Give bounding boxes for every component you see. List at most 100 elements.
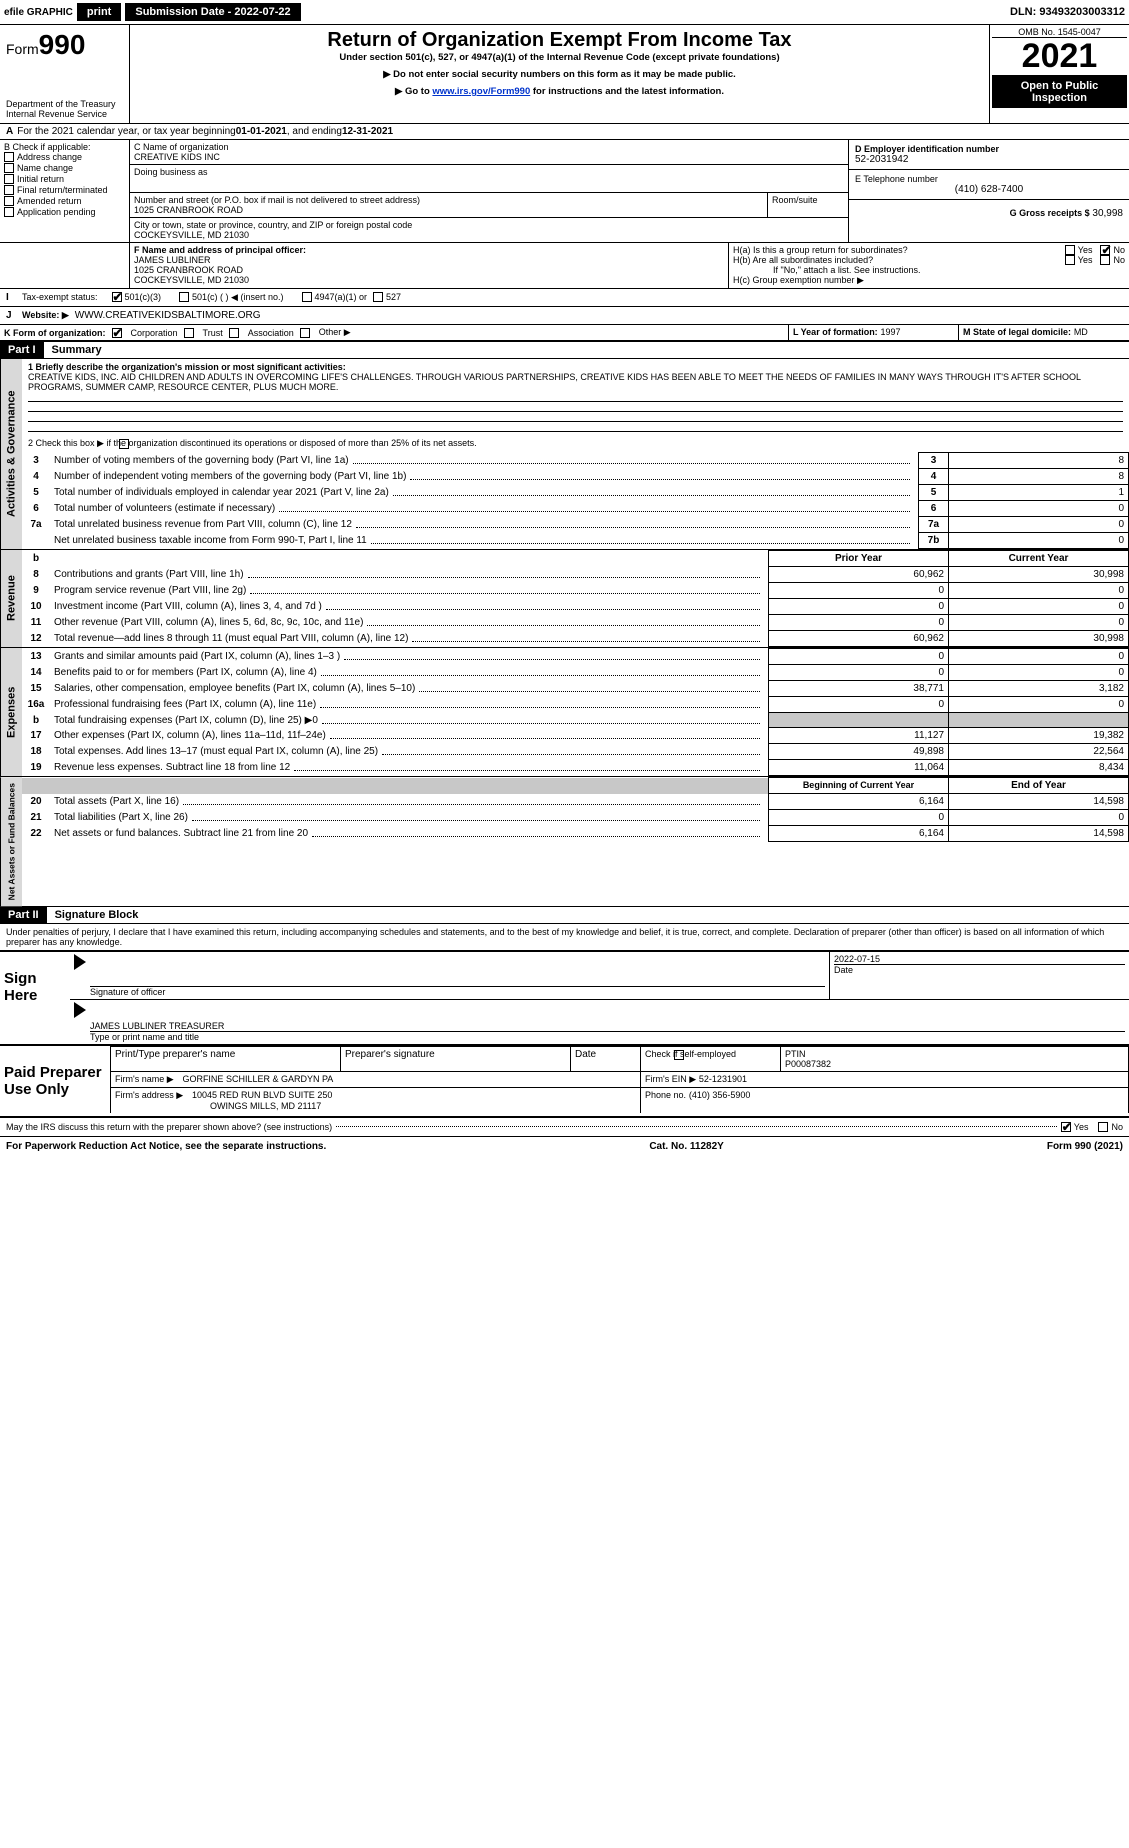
table-row: Net unrelated business taxable income fr… bbox=[22, 533, 1129, 549]
check-address-change[interactable] bbox=[4, 152, 14, 162]
arrow-icon bbox=[74, 954, 86, 970]
check-name-change[interactable] bbox=[4, 163, 14, 173]
officer-name: JAMES LUBLINER bbox=[134, 255, 724, 265]
print-button[interactable]: print bbox=[77, 3, 121, 21]
discuss-no[interactable] bbox=[1098, 1122, 1108, 1132]
footer-right: Form 990 (2021) bbox=[1047, 1141, 1123, 1152]
check-amended[interactable] bbox=[4, 196, 14, 206]
table-row: 15Salaries, other compensation, employee… bbox=[22, 681, 1129, 697]
line-a: A For the 2021 calendar year, or tax yea… bbox=[0, 124, 1129, 140]
col-begin: Beginning of Current Year bbox=[769, 778, 949, 794]
table-row: 4Number of independent voting members of… bbox=[22, 469, 1129, 485]
opt-amended: Amended return bbox=[17, 196, 82, 206]
check-527[interactable] bbox=[373, 292, 383, 302]
opt-4947: 4947(a)(1) or bbox=[315, 292, 368, 303]
form-title: Return of Organization Exempt From Incom… bbox=[134, 29, 985, 52]
check-assoc[interactable] bbox=[229, 328, 239, 338]
dept-treasury: Department of the Treasury bbox=[6, 99, 123, 109]
opt-trust: Trust bbox=[203, 328, 223, 338]
phone-value: (410) 628-7400 bbox=[855, 184, 1123, 195]
c-name-label: C Name of organization bbox=[134, 142, 844, 152]
table-row: 8Contributions and grants (Part VIII, li… bbox=[22, 567, 1129, 583]
table-row: 10Investment income (Part VIII, column (… bbox=[22, 599, 1129, 615]
firm-phone: (410) 356-5900 bbox=[689, 1090, 751, 1100]
vtab-net-assets: Net Assets or Fund Balances bbox=[0, 777, 22, 906]
l-label: L Year of formation: bbox=[793, 327, 878, 337]
opt-final: Final return/terminated bbox=[17, 185, 108, 195]
table-row: 3Number of voting members of the governi… bbox=[22, 453, 1129, 469]
check-other[interactable] bbox=[300, 328, 310, 338]
form-number: Form990 bbox=[6, 29, 123, 61]
discuss-yes[interactable] bbox=[1061, 1122, 1071, 1132]
check-501c3[interactable] bbox=[112, 292, 122, 302]
b-label: B Check if applicable: bbox=[4, 142, 125, 152]
table-row: 18Total expenses. Add lines 13–17 (must … bbox=[22, 744, 1129, 760]
sign-here-label: Sign Here bbox=[0, 952, 70, 1044]
year-begin: 01-01-2021 bbox=[236, 126, 287, 137]
part-ii-badge: Part II bbox=[0, 907, 47, 923]
table-row: bTotal fundraising expenses (Part IX, co… bbox=[22, 713, 1129, 728]
hb-yes[interactable] bbox=[1065, 255, 1075, 265]
ptin-value: P00087382 bbox=[785, 1059, 1124, 1069]
sig-officer-label: Signature of officer bbox=[90, 987, 825, 997]
expenses-table: 13Grants and similar amounts paid (Part … bbox=[22, 648, 1129, 776]
table-row: 5Total number of individuals employed in… bbox=[22, 485, 1129, 501]
col-preparer-name: Print/Type preparer's name bbox=[111, 1047, 341, 1072]
check-discontinued[interactable] bbox=[119, 439, 129, 449]
form-header: Form990 Department of the Treasury Inter… bbox=[0, 25, 1129, 124]
table-row: 9Program service revenue (Part VIII, lin… bbox=[22, 583, 1129, 599]
hb-no-label: No bbox=[1113, 255, 1125, 265]
table-row: 17Other expenses (Part IX, column (A), l… bbox=[22, 728, 1129, 744]
check-corp[interactable] bbox=[112, 328, 122, 338]
goto-prefix: ▶ Go to bbox=[395, 86, 432, 97]
check-final-return[interactable] bbox=[4, 185, 14, 195]
tax-year: 2021 bbox=[992, 37, 1127, 76]
governance-table: 3Number of voting members of the governi… bbox=[22, 452, 1129, 549]
firm-phone-label: Phone no. bbox=[645, 1090, 686, 1100]
line-i: I Tax-exempt status: 501(c)(3) 501(c) ( … bbox=[0, 289, 1129, 307]
table-row: 21Total liabilities (Part X, line 26)00 bbox=[22, 810, 1129, 826]
net-assets-table: Beginning of Current Year End of Year 20… bbox=[22, 777, 1129, 842]
check-trust[interactable] bbox=[184, 328, 194, 338]
firm-ein-label: Firm's EIN ▶ bbox=[645, 1074, 696, 1084]
m-label: M State of legal domicile: bbox=[963, 327, 1071, 337]
footer-mid: Cat. No. 11282Y bbox=[649, 1141, 723, 1152]
table-row: 19Revenue less expenses. Subtract line 1… bbox=[22, 760, 1129, 776]
submission-date-button[interactable]: Submission Date - 2022-07-22 bbox=[125, 3, 300, 21]
e-label: E Telephone number bbox=[855, 174, 1123, 184]
entity-block: B Check if applicable: Address change Na… bbox=[0, 140, 1129, 243]
signer-name: JAMES LUBLINER TREASURER bbox=[90, 1021, 1125, 1032]
ha-yes[interactable] bbox=[1065, 245, 1075, 255]
vtab-governance: Activities & Governance bbox=[0, 359, 22, 549]
ein-value: 52-2031942 bbox=[855, 154, 1123, 165]
table-row: 22Net assets or fund balances. Subtract … bbox=[22, 826, 1129, 842]
ha-no[interactable] bbox=[1100, 245, 1110, 255]
part-i-title: Summary bbox=[44, 344, 102, 356]
subtitle-2: ▶ Do not enter social security numbers o… bbox=[134, 69, 985, 80]
table-row: 13Grants and similar amounts paid (Part … bbox=[22, 649, 1129, 665]
line1-label: 1 Briefly describe the organization's mi… bbox=[28, 362, 1123, 372]
part-ii-title: Signature Block bbox=[47, 909, 139, 921]
dln-label: DLN: 93493203003312 bbox=[1010, 6, 1125, 18]
opt-corp: Corporation bbox=[131, 328, 178, 338]
gross-receipts: 30,998 bbox=[1092, 208, 1123, 219]
check-initial-return[interactable] bbox=[4, 174, 14, 184]
check-4947[interactable] bbox=[302, 292, 312, 302]
col-date: Date bbox=[571, 1047, 641, 1072]
col-prior: Prior Year bbox=[769, 551, 949, 567]
irs-label: Internal Revenue Service bbox=[6, 109, 123, 119]
ptin-label: PTIN bbox=[785, 1049, 1124, 1059]
officer-city: COCKEYSVILLE, MD 21030 bbox=[134, 275, 724, 285]
page-footer: For Paperwork Reduction Act Notice, see … bbox=[0, 1136, 1129, 1156]
firm-addr1: 10045 RED RUN BLVD SUITE 250 bbox=[192, 1090, 332, 1100]
col-preparer-sig: Preparer's signature bbox=[341, 1047, 571, 1072]
hb-no[interactable] bbox=[1100, 255, 1110, 265]
discuss-row: May the IRS discuss this return with the… bbox=[0, 1118, 1129, 1136]
year-end: 12-31-2021 bbox=[342, 126, 393, 137]
check-501c[interactable] bbox=[179, 292, 189, 302]
check-application-pending[interactable] bbox=[4, 207, 14, 217]
table-row: 20Total assets (Part X, line 16)6,16414,… bbox=[22, 794, 1129, 810]
instructions-link[interactable]: www.irs.gov/Form990 bbox=[432, 86, 530, 97]
j-label: Website: ▶ bbox=[22, 310, 69, 321]
check-self-employed[interactable] bbox=[674, 1050, 684, 1060]
